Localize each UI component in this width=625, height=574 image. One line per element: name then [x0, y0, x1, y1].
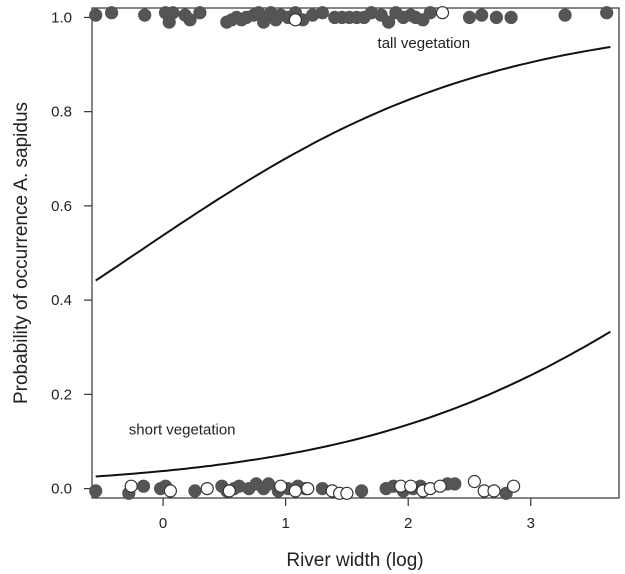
x-tick-label: 1	[281, 515, 289, 532]
data-point-filled	[558, 8, 572, 22]
data-point-open	[340, 486, 354, 500]
data-point-open	[274, 479, 288, 493]
data-point-open	[435, 6, 450, 20]
data-point-open	[163, 484, 177, 498]
data-point-open	[506, 479, 521, 493]
data-point-open	[124, 479, 138, 493]
data-point-open	[222, 484, 236, 498]
curve-annotation: tall vegetation	[378, 35, 471, 52]
data-point-filled	[261, 477, 276, 491]
data-point-open	[200, 482, 214, 496]
data-point-open	[301, 482, 315, 496]
curve-annotation: short vegetation	[129, 421, 236, 438]
data-point-filled	[188, 484, 202, 498]
data-point-filled	[183, 13, 197, 27]
data-point-filled	[104, 6, 119, 20]
data-point-open	[288, 13, 302, 27]
data-point-filled	[475, 8, 489, 22]
data-point-filled	[315, 6, 329, 20]
fit-curve-short-vegetation	[95, 330, 611, 478]
data-point-filled	[166, 6, 180, 20]
data-point-filled	[462, 10, 477, 24]
y-tick-label: 1.0	[51, 9, 72, 26]
plot-frame	[91, 7, 620, 499]
chart-marks: 0 1 2 3 0.0 0.2 0.4 0.6 0.8 1.0 tall vegetation sho…	[51, 6, 614, 532]
data-point-open	[433, 479, 447, 493]
data-point-filled	[89, 8, 103, 22]
data-point-filled	[504, 10, 518, 24]
data-point-filled	[89, 484, 103, 498]
data-point-open	[288, 484, 302, 498]
data-point-filled	[382, 15, 396, 29]
y-axis-label: Probability of occurrence A. sapidus	[11, 102, 32, 404]
y-tick-label: 0.0	[51, 481, 72, 498]
x-tick-label: 2	[404, 515, 412, 532]
x-axis-label: River width (log)	[286, 550, 423, 571]
data-point-open	[404, 479, 418, 493]
data-point-filled	[423, 6, 437, 20]
data-point-filled	[193, 6, 207, 20]
data-point-filled	[355, 484, 369, 498]
y-tick-label: 0.6	[51, 198, 72, 215]
y-tick-label: 0.8	[51, 104, 72, 121]
data-point-filled	[138, 8, 152, 22]
data-point-filled	[489, 10, 503, 24]
x-tick-label: 3	[527, 515, 535, 532]
data-point-filled	[600, 6, 614, 20]
y-tick-label: 0.2	[51, 386, 72, 403]
data-point-open	[487, 484, 501, 498]
data-point-open	[467, 474, 481, 489]
y-tick-label: 0.4	[51, 292, 72, 309]
x-tick-label: 0	[159, 515, 167, 532]
fit-curve-tall-vegetation	[95, 46, 611, 282]
data-point-filled	[136, 479, 151, 493]
data-point-filled	[448, 477, 462, 491]
